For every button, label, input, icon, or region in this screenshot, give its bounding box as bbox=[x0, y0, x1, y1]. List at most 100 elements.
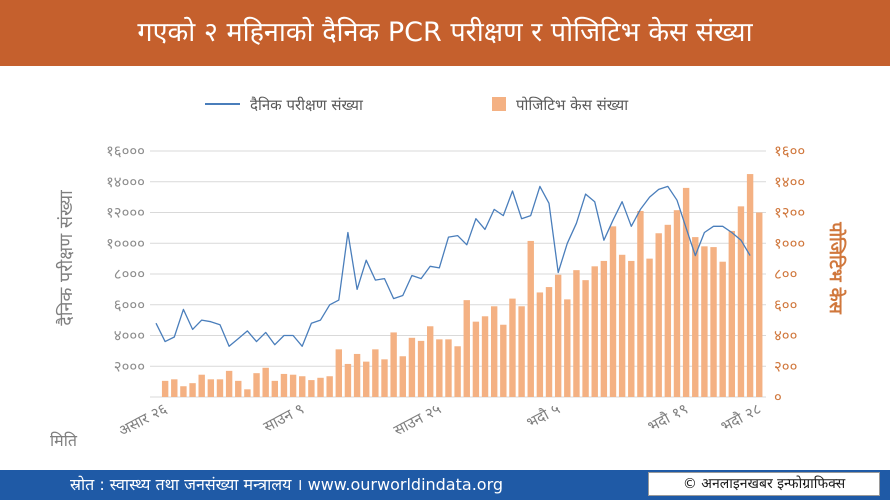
left-axis-tick-label: १४००० bbox=[106, 173, 145, 191]
bar-positive-cases bbox=[710, 247, 717, 397]
bar-positive-cases bbox=[344, 363, 352, 397]
bar-positive-cases bbox=[509, 298, 516, 397]
bar-positive-cases bbox=[262, 367, 269, 397]
left-axis-tick-label: ८००० bbox=[114, 265, 145, 283]
credit-box: © अनलाइनखबर इन्फोग्राफिक्स bbox=[648, 472, 880, 496]
gridlines bbox=[150, 150, 766, 398]
bar-positive-cases bbox=[225, 370, 233, 397]
bar-positive-cases bbox=[198, 374, 205, 397]
left-axis-tick-label: २००० bbox=[114, 357, 145, 375]
bar-series-positive-cases bbox=[161, 174, 763, 397]
bar-positive-cases bbox=[481, 316, 489, 397]
right-axis-tick-label: १२०० bbox=[774, 204, 805, 222]
bar-positive-cases bbox=[655, 233, 662, 397]
bar-positive-cases bbox=[573, 270, 580, 397]
left-axis-title: दैनिक परीक्षण संख्या bbox=[55, 190, 77, 326]
bar-positive-cases bbox=[399, 356, 406, 397]
bar-positive-cases bbox=[189, 383, 196, 397]
legend: दैनिक परीक्षण संख्या पोजिटिभ केस संख्या bbox=[205, 96, 629, 114]
title-banner: गएको २ महिनाको दैनिक PCR परीक्षण र पोजिट… bbox=[0, 0, 890, 66]
right-axis-title: पोजिटिभ केस bbox=[825, 221, 847, 314]
bar-positive-cases bbox=[554, 274, 562, 397]
bar-positive-cases bbox=[253, 373, 260, 397]
x-axis-tick-label: भदौ १९ bbox=[645, 400, 691, 436]
bar-positive-cases bbox=[545, 287, 553, 397]
x-axis-tick-label: साउन ९ bbox=[260, 400, 307, 436]
bar-positive-cases bbox=[372, 349, 379, 397]
x-axis-tick-label: भदौ ५ bbox=[524, 400, 563, 432]
bar-positive-cases bbox=[207, 379, 215, 397]
bar-positive-cases bbox=[244, 389, 251, 397]
line-series-daily-tests bbox=[155, 185, 751, 347]
bar-positive-cases bbox=[445, 339, 452, 397]
bar-positive-cases bbox=[280, 373, 288, 397]
bar-positive-cases bbox=[646, 258, 653, 397]
right-axis-ticks: ० २०० ४०० ६०० ८०० १००० १२०० १४०० १६०० bbox=[774, 142, 805, 406]
right-axis-tick-label: ० bbox=[774, 388, 782, 406]
bar-positive-cases bbox=[235, 380, 242, 397]
bar-positive-cases bbox=[180, 386, 187, 397]
bar-positive-cases bbox=[289, 374, 297, 397]
bar-positive-cases bbox=[317, 377, 324, 397]
bar-positive-cases bbox=[600, 260, 608, 397]
bar-positive-cases bbox=[582, 280, 589, 397]
bar-positive-cases bbox=[271, 380, 279, 397]
left-axis-ticks: २००० ४००० ६००० ८००० १०००० १२००० १४००० १६००० bbox=[106, 142, 145, 375]
bar-positive-cases bbox=[527, 240, 534, 397]
bar-positive-cases bbox=[363, 361, 370, 397]
bar-positive-cases bbox=[436, 339, 443, 397]
x-axis-title: मिति bbox=[50, 431, 78, 450]
left-axis-tick-label: १६००० bbox=[106, 142, 145, 160]
left-axis-tick-label: ४००० bbox=[114, 327, 145, 345]
bar-positive-cases bbox=[390, 332, 397, 397]
bar-positive-cases bbox=[472, 321, 480, 397]
legend-label-tests: दैनिक परीक्षण संख्या bbox=[250, 96, 364, 114]
left-axis-tick-label: ६००० bbox=[114, 296, 145, 314]
bar-positive-cases bbox=[454, 346, 461, 397]
bar-positive-cases bbox=[618, 254, 626, 397]
right-axis-tick-label: १६०० bbox=[774, 142, 805, 160]
bar-positive-cases bbox=[353, 353, 361, 397]
right-axis-tick-label: ६०० bbox=[774, 296, 797, 314]
right-axis-tick-label: २०० bbox=[774, 357, 797, 375]
bar-positive-cases bbox=[682, 187, 690, 397]
x-axis-ticks: असार २६ साउन ९ साउन २५ भदौ ५ भदौ १९ भदौ २८ bbox=[116, 400, 764, 440]
bar-positive-cases bbox=[500, 324, 507, 397]
bar-positive-cases bbox=[335, 349, 342, 397]
bar-positive-cases bbox=[692, 237, 699, 397]
bar-positive-cases bbox=[746, 174, 754, 397]
legend-bar-swatch bbox=[492, 97, 506, 111]
bar-positive-cases bbox=[381, 359, 388, 397]
x-axis-tick-label: असार २६ bbox=[116, 400, 171, 440]
bar-positive-cases bbox=[609, 226, 617, 397]
credit-text: © अनलाइनखबर इन्फोग्राफिक्स bbox=[682, 476, 846, 492]
bar-positive-cases bbox=[637, 210, 644, 397]
bar-positive-cases bbox=[536, 292, 544, 397]
source-text: स्रोत : स्वास्थ्य तथा जनसंख्या मन्त्रालय… bbox=[70, 475, 504, 494]
x-axis-tick-label: भदौ २८ bbox=[718, 400, 764, 436]
right-axis-tick-label: १००० bbox=[774, 234, 805, 252]
bar-positive-cases bbox=[490, 306, 498, 397]
chart-title: गएको २ महिनाको दैनिक PCR परीक्षण र पोजिट… bbox=[137, 17, 753, 48]
bar-positive-cases bbox=[463, 300, 470, 397]
legend-label-positive-cases: पोजिटिभ केस संख्या bbox=[516, 96, 629, 114]
bar-positive-cases bbox=[564, 299, 571, 397]
left-axis-tick-label: १२००० bbox=[106, 204, 145, 222]
bar-positive-cases bbox=[299, 376, 306, 397]
bar-positive-cases bbox=[728, 230, 736, 397]
bar-positive-cases bbox=[664, 224, 672, 397]
bar-positive-cases bbox=[171, 379, 178, 397]
right-axis-tick-label: ८०० bbox=[774, 265, 797, 283]
left-axis-tick-label: १०००० bbox=[106, 234, 145, 252]
bar-positive-cases bbox=[701, 246, 708, 397]
bar-positive-cases bbox=[216, 379, 224, 397]
bar-positive-cases bbox=[591, 266, 598, 397]
bar-positive-cases bbox=[719, 261, 726, 397]
bar-positive-cases bbox=[628, 260, 635, 397]
right-axis-tick-label: ४०० bbox=[774, 327, 797, 345]
x-axis-tick-label: साउन २५ bbox=[391, 400, 445, 440]
bar-positive-cases bbox=[326, 376, 333, 397]
bar-positive-cases bbox=[673, 210, 681, 397]
bar-positive-cases bbox=[308, 380, 315, 397]
